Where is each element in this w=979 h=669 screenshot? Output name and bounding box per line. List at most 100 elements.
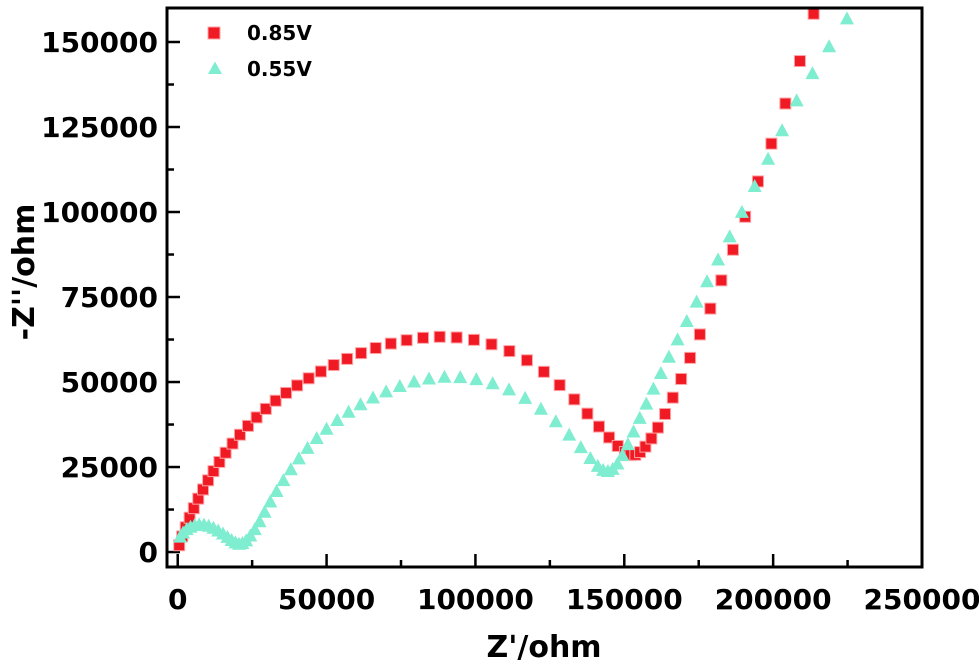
data-point-square — [485, 338, 498, 351]
data-point-triangle — [822, 39, 837, 53]
axis-ticks — [167, 40, 924, 567]
data-point-triangle — [319, 421, 334, 435]
x-tick-label: 100000 — [417, 583, 534, 616]
data-point-square — [807, 8, 820, 20]
data-point-square — [467, 333, 480, 346]
data-point-triangle — [300, 440, 315, 454]
data-point-triangle — [653, 366, 668, 380]
data-point-square — [693, 328, 706, 341]
data-point-triangle — [437, 369, 452, 383]
data-point-square — [433, 330, 446, 343]
data-point-square — [355, 347, 368, 360]
data-point-square — [213, 455, 226, 468]
data-point-triangle — [283, 462, 298, 476]
data-point-square — [503, 345, 516, 358]
data-point-square — [450, 331, 463, 344]
data-point-triangle — [407, 374, 422, 388]
data-point-triangle — [392, 378, 407, 392]
data-point-square — [417, 331, 430, 344]
y-tick-label: 100000 — [41, 196, 158, 229]
data-point-square — [341, 352, 354, 365]
data-point-square — [726, 243, 739, 256]
x-axis-title: Z'/ohm — [486, 630, 601, 665]
legend: 0.85V 0.55V — [207, 21, 312, 81]
data-point-square — [592, 420, 605, 433]
data-point-triangle — [469, 372, 484, 386]
data-point-triangle — [775, 123, 790, 137]
data-point-triangle — [734, 204, 749, 218]
data-point-triangle — [615, 447, 630, 461]
data-point-square — [684, 351, 697, 364]
data-point-triangle — [646, 381, 661, 395]
data-point-triangle — [562, 427, 577, 441]
data-point-square — [581, 407, 594, 420]
data-point-triangle — [269, 484, 284, 498]
legend-marker-square — [207, 26, 221, 40]
data-point-square — [537, 365, 550, 378]
data-point-triangle — [722, 229, 737, 243]
data-point-triangle — [610, 456, 625, 470]
data-point-square — [314, 365, 327, 378]
x-tick-label: 50000 — [278, 583, 375, 616]
data-point-square — [793, 55, 806, 68]
y-tick-label: 125000 — [41, 111, 158, 144]
data-point-square — [233, 428, 246, 441]
y-tick-label: 50000 — [61, 366, 158, 399]
legend-item-055v: 0.55V — [208, 57, 312, 81]
data-point-triangle — [379, 384, 394, 398]
x-tick-label: 150000 — [566, 583, 683, 616]
data-point-square — [219, 446, 232, 459]
data-point-triangle — [247, 522, 262, 536]
legend-label-055v: 0.55V — [247, 57, 312, 81]
x-tick-label: 250000 — [864, 583, 979, 616]
data-point-square — [715, 274, 728, 287]
data-point-triangle — [309, 430, 324, 444]
data-point-triangle — [291, 451, 306, 465]
axis-tick-labels: 0 50000 100000 150000 200000 250000 0 25000 5000… — [41, 26, 979, 616]
x-tick-label: 0 — [168, 583, 187, 616]
data-point-triangle — [518, 390, 533, 404]
data-point-triangle — [353, 397, 368, 411]
data-point-triangle — [670, 332, 685, 346]
data-point-square — [291, 379, 304, 392]
data-point-triangle — [366, 390, 381, 404]
data-point-square — [666, 391, 679, 404]
data-point-square — [675, 372, 688, 385]
data-point-square — [302, 372, 315, 385]
data-point-square — [250, 411, 263, 424]
data-point-square — [568, 393, 581, 406]
data-point-square — [645, 432, 658, 445]
data-point-triangle — [639, 396, 654, 410]
data-point-square — [603, 431, 616, 444]
data-point-triangle — [620, 437, 635, 451]
data-point-square — [765, 137, 778, 150]
data-point-triangle — [632, 410, 647, 424]
data-point-triangle — [689, 294, 704, 308]
data-point-triangle — [548, 414, 563, 428]
data-point-triangle — [421, 371, 436, 385]
data-point-square — [704, 302, 717, 315]
data-point-square — [651, 421, 664, 434]
data-points-layer — [173, 8, 854, 552]
data-point-square — [369, 342, 382, 355]
data-point-triangle — [626, 424, 641, 438]
data-point-square — [327, 359, 340, 372]
data-point-square — [259, 402, 272, 415]
data-point-triangle — [661, 349, 676, 363]
data-point-triangle — [839, 11, 854, 25]
data-point-triangle — [747, 179, 762, 193]
data-point-square — [553, 379, 566, 392]
y-tick-label: 25000 — [61, 451, 158, 484]
y-tick-label: 75000 — [61, 281, 158, 314]
data-point-triangle — [711, 252, 726, 266]
plot-frame — [165, 6, 924, 569]
data-point-triangle — [263, 494, 278, 508]
data-point-triangle — [700, 274, 715, 288]
data-point-triangle — [453, 370, 468, 384]
data-point-triangle — [330, 412, 345, 426]
legend-marker-triangle — [208, 61, 222, 74]
data-point-triangle — [573, 440, 588, 454]
legend-label-085v: 0.85V — [247, 21, 312, 45]
